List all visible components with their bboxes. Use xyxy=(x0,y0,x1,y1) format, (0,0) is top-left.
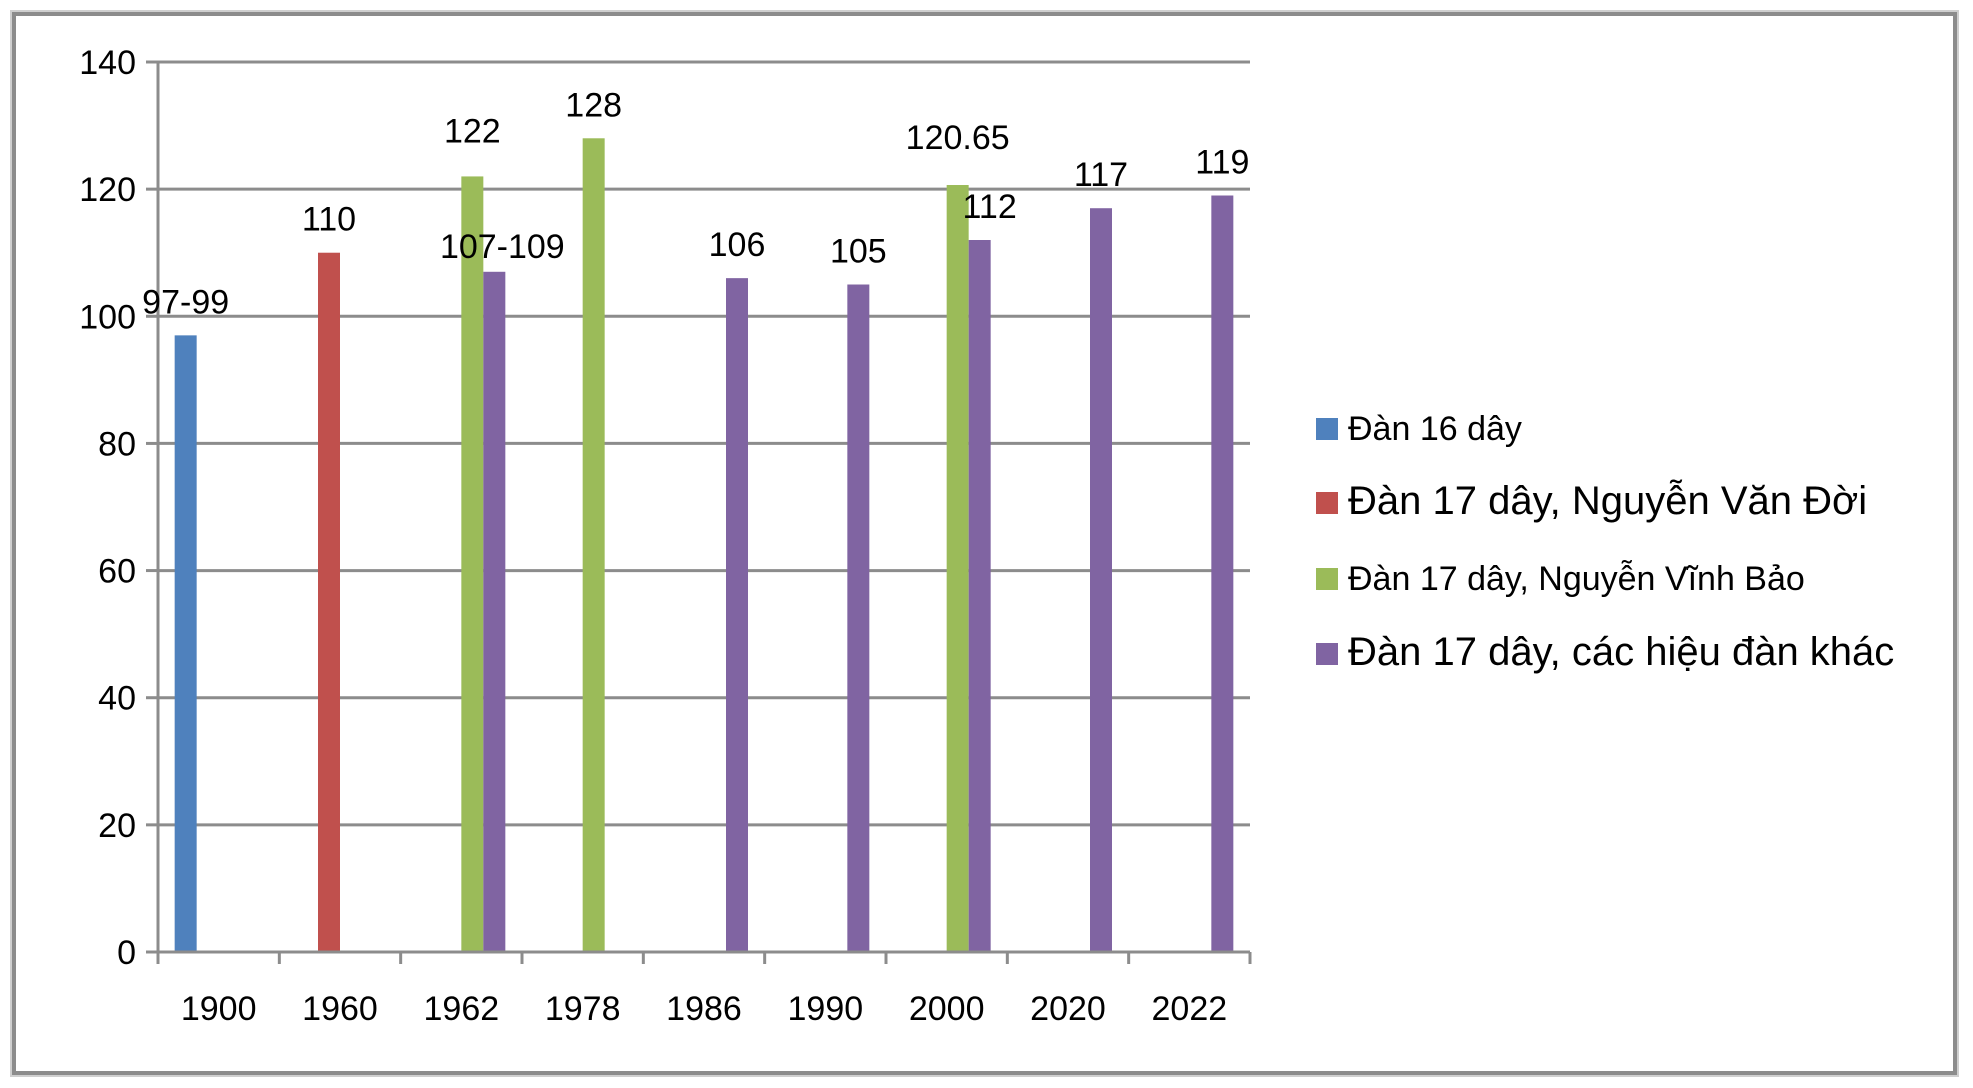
data-label: 107-109 xyxy=(440,228,565,266)
y-tick-label: 120 xyxy=(79,171,136,209)
x-tick-label: 1900 xyxy=(181,990,257,1028)
x-tick-label: 2020 xyxy=(1030,990,1106,1028)
data-label: 128 xyxy=(565,86,622,124)
data-label: 122 xyxy=(444,112,501,150)
data-label: 119 xyxy=(1195,144,1249,182)
bar-1986-series-3 xyxy=(726,278,748,953)
x-tick-label: 1990 xyxy=(788,990,864,1028)
legend-swatch xyxy=(1316,418,1338,440)
y-tick-label: 60 xyxy=(98,553,136,591)
data-label: 117 xyxy=(1074,156,1128,194)
legend-label: Đàn 16 dây xyxy=(1348,410,1522,448)
y-tick-label: 40 xyxy=(98,680,136,718)
x-tick-label: 1962 xyxy=(424,990,500,1028)
legend-swatch xyxy=(1316,568,1338,590)
data-label: 112 xyxy=(963,188,1017,226)
x-tick-label: 1986 xyxy=(666,990,742,1028)
y-tick-label: 20 xyxy=(98,807,136,845)
y-tick-label: 0 xyxy=(117,934,136,972)
data-label: 120.65 xyxy=(906,119,1010,157)
data-label: 105 xyxy=(830,233,887,271)
bars xyxy=(174,138,1234,953)
legend: Đàn 16 dây Đàn 17 dây, Nguyễn Văn Đời Đàn … xyxy=(1316,410,1894,674)
bar-1900-series-0 xyxy=(174,335,197,952)
legend-label: Đàn 17 dây, Nguyễn Văn Đời xyxy=(1348,478,1867,523)
legend-label: Đàn 17 dây, các hiệu đàn khác xyxy=(1348,630,1894,674)
data-labels: 97-99 110 122 128 120.65 107-109 106 105 112 117 1… xyxy=(142,86,1249,321)
x-tick-label: 1960 xyxy=(302,990,378,1028)
legend-label: Đàn 17 dây, Nguyễn Vĩnh Bảo xyxy=(1348,560,1805,598)
bar-2020-series-3 xyxy=(1090,208,1112,952)
legend-swatch xyxy=(1316,492,1338,514)
bar-1962-series-2 xyxy=(461,176,484,952)
bar-1978-series-2 xyxy=(582,138,605,953)
bar-2000-series-2 xyxy=(946,185,969,952)
data-label: 110 xyxy=(302,201,356,239)
x-tick-label: 2000 xyxy=(909,990,985,1028)
x-axis: 1900 1960 1962 1978 1986 1990 2000 2020 2022 xyxy=(156,950,1252,1028)
y-axis: 0 20 40 60 80 100 120 140 xyxy=(79,44,160,972)
data-label: 97-99 xyxy=(142,283,229,321)
x-tick-label: 1978 xyxy=(545,990,621,1028)
bar-1960-series-1 xyxy=(318,252,340,952)
bar-1962-series-3 xyxy=(483,271,506,952)
y-tick-label: 140 xyxy=(79,44,136,82)
x-tick-label: 2022 xyxy=(1152,990,1228,1028)
bar-2000-series-3 xyxy=(968,240,991,952)
data-label: 106 xyxy=(709,226,766,264)
legend-swatch xyxy=(1316,643,1338,665)
bar-2022-series-3 xyxy=(1211,195,1234,952)
y-tick-label: 100 xyxy=(79,298,136,336)
y-tick-label: 80 xyxy=(98,425,136,463)
bar-1990-series-3 xyxy=(847,284,870,952)
